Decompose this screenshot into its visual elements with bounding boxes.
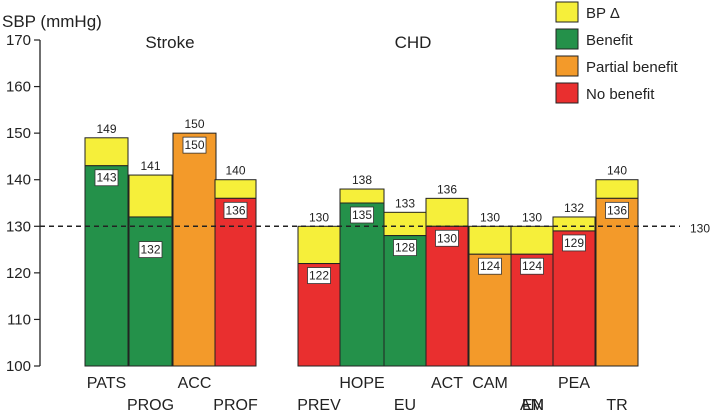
legend-label: BP Δ bbox=[586, 5, 620, 22]
bar-bp-delta bbox=[84, 137, 129, 167]
x-category-label: PROG bbox=[127, 397, 174, 414]
bar-inner-label-box bbox=[435, 229, 459, 247]
bar-inner-label: 128 bbox=[395, 241, 415, 255]
bar-bp-delta bbox=[552, 216, 596, 232]
bar-top-label: 130 bbox=[309, 210, 329, 224]
bar-inner-label: 124 bbox=[522, 259, 542, 273]
bar-inner-label: 150 bbox=[184, 138, 204, 152]
bar-top-label: 140 bbox=[225, 164, 245, 178]
bar-bp-delta bbox=[383, 211, 427, 237]
bar-inner-label: 129 bbox=[564, 236, 584, 250]
bar-top-label: 130 bbox=[522, 210, 542, 224]
bar-inner-label-box bbox=[350, 206, 374, 224]
bar-top-label: 149 bbox=[96, 122, 116, 136]
x-category-label: TR bbox=[606, 397, 627, 414]
x-category-label: HOPE bbox=[339, 375, 384, 392]
bar-top-label: 150 bbox=[184, 117, 204, 131]
bar-treated bbox=[172, 132, 217, 367]
legend-label: Benefit bbox=[586, 32, 634, 49]
bar-inner-label-box bbox=[562, 234, 586, 252]
x-category-label: CAM bbox=[472, 375, 508, 392]
x-category-label: PREV bbox=[297, 397, 341, 414]
x-category-label: EU bbox=[394, 397, 416, 414]
bar-inner-label: 124 bbox=[480, 259, 500, 273]
bar-inner-label: 143 bbox=[96, 171, 116, 185]
bar-treated bbox=[84, 165, 129, 367]
y-tick-label: 110 bbox=[7, 311, 31, 328]
bar-inner-label-box bbox=[393, 239, 417, 257]
y-tick-label: 160 bbox=[6, 79, 31, 96]
bar-inner-label: 136 bbox=[225, 203, 245, 217]
bar-treated bbox=[214, 197, 257, 367]
bar-inner-label: 130 bbox=[437, 231, 457, 245]
legend-swatch bbox=[555, 28, 579, 50]
bar-inner-label-box bbox=[138, 241, 163, 258]
bar-treated bbox=[339, 202, 385, 367]
bar-inner-label-box bbox=[307, 267, 331, 284]
bar-inner-label-box bbox=[520, 257, 544, 275]
group-label: CHD bbox=[395, 33, 432, 52]
bar-bp-delta bbox=[595, 179, 639, 199]
bar-inner-label: 135 bbox=[352, 208, 372, 222]
legend-swatch bbox=[555, 55, 579, 77]
reference-line-label: 130 bbox=[690, 221, 710, 235]
legend-swatch bbox=[555, 82, 579, 104]
bar-bp-delta bbox=[468, 225, 512, 255]
bar-bp-delta bbox=[297, 225, 341, 265]
bar-top-label: 138 bbox=[352, 173, 372, 187]
y-tick-label: 130 bbox=[6, 218, 31, 235]
x-category-label: ACT bbox=[431, 375, 463, 392]
legend-swatch bbox=[555, 1, 579, 23]
y-tick-label: 120 bbox=[6, 265, 31, 282]
legend-label: No benefit bbox=[586, 86, 655, 103]
y-tick-label: 100 bbox=[6, 358, 31, 375]
bar-bp-delta bbox=[214, 179, 257, 199]
legend-label: Partial benefit bbox=[586, 59, 679, 76]
bar-inner-label: 132 bbox=[140, 243, 160, 257]
x-category-label: AM bbox=[520, 397, 544, 414]
bar-bp-delta bbox=[339, 188, 385, 204]
x-category-label: ACC bbox=[178, 375, 212, 392]
bar-top-label: 133 bbox=[395, 196, 415, 210]
bar-inner-label-box bbox=[605, 201, 629, 219]
bar-top-label: 132 bbox=[564, 201, 584, 215]
bar-inner-label-box bbox=[182, 136, 207, 154]
bar-inner-label: 136 bbox=[607, 203, 627, 217]
y-tick-label: 170 bbox=[6, 32, 31, 49]
bar-inner-label-box bbox=[94, 169, 119, 187]
y-tick-label: 150 bbox=[6, 125, 31, 142]
bar-bp-delta bbox=[510, 225, 554, 255]
bar-treated bbox=[128, 216, 173, 367]
bar-inner-label-box bbox=[223, 201, 248, 219]
x-category-label: EN bbox=[522, 397, 544, 414]
group-label: Stroke bbox=[145, 33, 194, 52]
bar-treated bbox=[595, 197, 639, 367]
y-tick-label: 140 bbox=[6, 172, 31, 189]
bar-top-label: 140 bbox=[607, 164, 627, 178]
x-category-label: PEA bbox=[558, 375, 590, 392]
x-category-label: PATS bbox=[87, 375, 126, 392]
bar-treated bbox=[552, 230, 596, 367]
bar-inner-label: 122 bbox=[309, 269, 329, 283]
x-category-label: PROF bbox=[213, 397, 258, 414]
bar-inner-label-box bbox=[478, 257, 502, 275]
bar-top-label: 130 bbox=[480, 210, 500, 224]
bar-top-label: 136 bbox=[437, 182, 457, 196]
bar-bp-delta bbox=[128, 174, 173, 218]
bar-bp-delta bbox=[425, 197, 469, 227]
bar-top-label: 141 bbox=[140, 159, 160, 173]
bar-treated bbox=[425, 225, 469, 367]
y-axis-label: SBP (mmHg) bbox=[2, 12, 102, 31]
